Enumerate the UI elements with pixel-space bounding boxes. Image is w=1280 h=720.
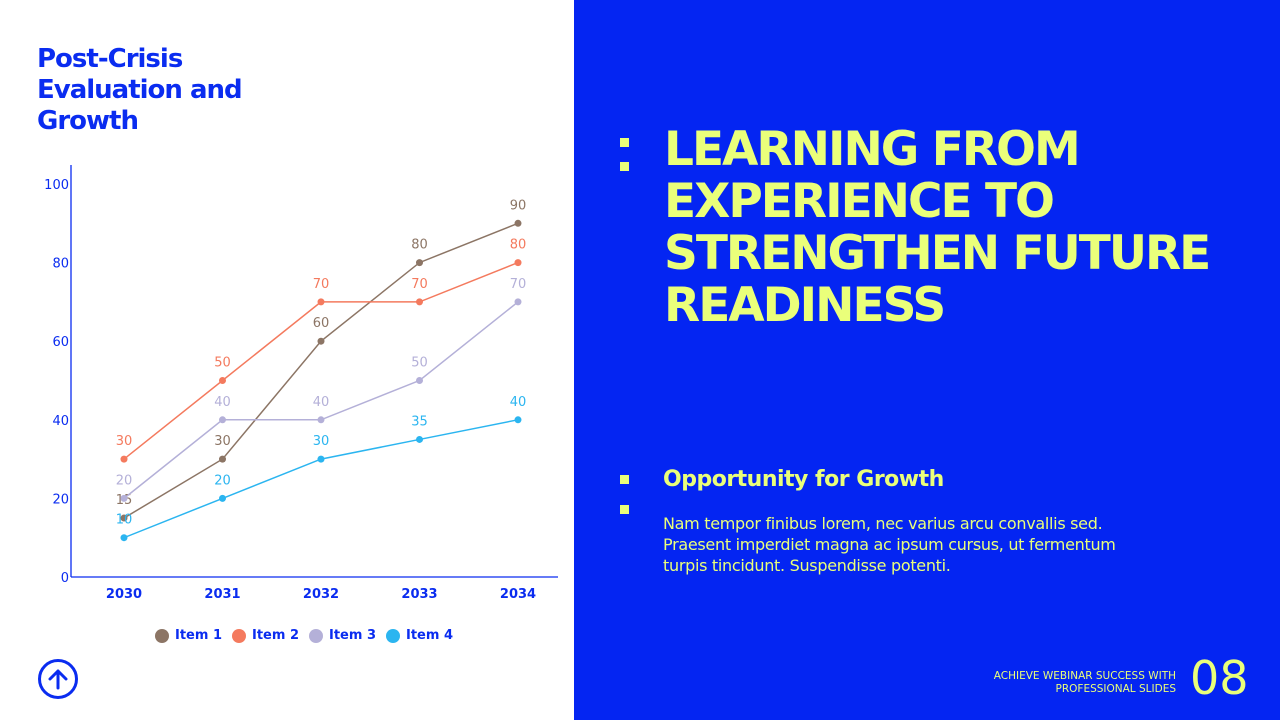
data-point [219,494,226,502]
right-panel [574,0,1280,720]
legend-marker [232,629,246,643]
data-label: 40 [510,395,527,410]
data-point [317,337,325,345]
y-tick-label: 0 [61,571,69,586]
legend-marker [386,629,400,643]
legend-item: Item 1 [175,628,222,643]
data-point [317,416,325,424]
bullet-square [620,505,629,514]
arrow-up-circle-button[interactable] [38,659,78,699]
line-chart: 0204060801002030203120322033203415306080… [44,165,558,643]
bullet-square [620,162,629,171]
data-point [514,259,522,267]
legend-item: Item 4 [406,628,453,643]
data-point [317,298,325,306]
data-point [317,455,325,463]
data-label: 10 [116,513,133,528]
data-label: 35 [411,414,428,429]
data-point [514,298,522,306]
data-label: 70 [510,277,527,292]
data-label: 50 [411,356,428,371]
x-tick-label: 2031 [204,587,240,602]
slide-title: Post-Crisis Evaluation and Growth [37,44,243,136]
data-label: 20 [116,473,133,488]
legend-item: Item 3 [329,628,376,643]
y-tick-label: 40 [52,414,69,429]
data-point [120,455,128,463]
data-point [219,416,226,424]
y-tick-label: 100 [44,178,69,193]
y-tick-label: 60 [52,335,69,350]
data-label: 20 [214,473,231,488]
series-line-1 [123,222,519,519]
legend-marker [309,629,323,643]
data-point [416,377,423,384]
data-label: 40 [313,395,330,410]
data-label: 50 [214,356,231,371]
data-point [219,377,226,384]
main-title: LEARNING FROM EXPERIENCE TO STRENGTHEN F… [664,122,1211,333]
footer-text: ACHIEVE WEBINAR SUCCESS WITH PROFESSIONA… [993,670,1176,695]
data-point [416,298,423,306]
x-tick-label: 2034 [500,587,536,602]
x-tick-label: 2030 [106,587,142,602]
data-label: 70 [411,277,428,292]
data-label: 30 [116,434,133,449]
data-label: 30 [214,434,231,449]
series-line-2 [123,261,519,460]
data-point [219,455,226,463]
data-label: 80 [510,238,527,253]
legend-item: Item 2 [252,628,299,643]
left-panel: Post-Crisis Evaluation and Growth 0 20 40 6… [0,0,574,720]
data-label: 70 [313,277,330,292]
data-label: 40 [214,395,231,410]
data-label: 90 [510,198,527,213]
page-number: 08 [1190,651,1249,705]
data-label: 30 [313,434,330,449]
bullet-square [620,138,629,147]
data-label: 80 [411,238,428,253]
x-tick-label: 2033 [401,587,437,602]
data-point [120,534,128,542]
data-point [514,219,522,227]
data-point [416,435,423,443]
legend-marker [155,629,169,643]
x-tick-label: 2032 [303,587,339,602]
y-tick-label: 80 [52,257,69,272]
bullet-square [620,475,629,484]
section-subtitle: Opportunity for Growth [663,467,944,492]
data-point [120,494,128,502]
data-point [514,416,522,424]
data-point [416,259,423,267]
data-point [120,514,128,522]
arrow-up-icon [48,669,68,690]
y-tick-label: 20 [52,492,69,507]
data-label: 60 [313,316,330,331]
body-text: Nam tempor finibus lorem, nec varius arc… [663,514,1116,575]
